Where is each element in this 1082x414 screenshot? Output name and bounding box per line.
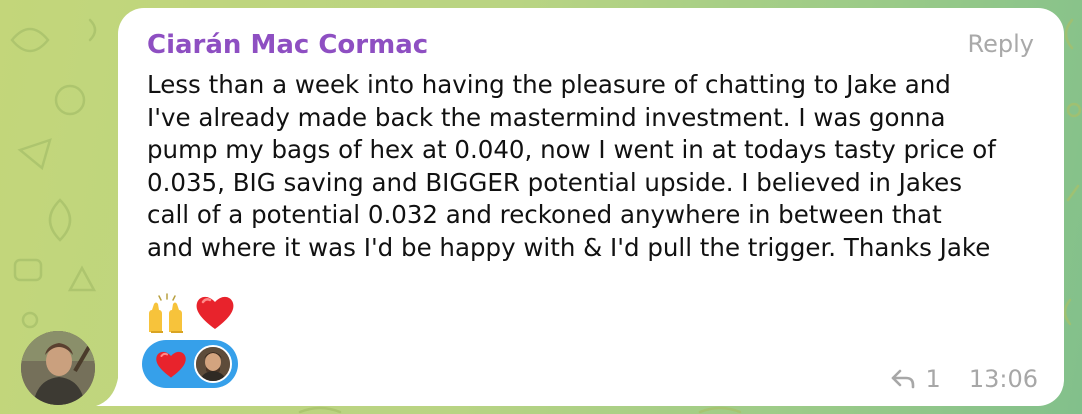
reactor-photo-icon <box>196 347 230 381</box>
message-line: pump my bags of hex at 0.040, now I went… <box>147 135 996 164</box>
message-emojis <box>145 292 236 334</box>
message-line: Less than a week into having the pleasur… <box>147 70 951 99</box>
sender-name[interactable]: Ciarán Mac Cormac <box>147 30 429 60</box>
message-line: call of a potential 0.032 and reckoned a… <box>147 200 942 229</box>
reply-count: 1 <box>925 365 941 393</box>
reply-arrow-icon <box>891 369 914 389</box>
message-line: and where it was I'd be happy with & I'd… <box>147 232 991 262</box>
message-text: Less than a week into having the pleasur… <box>147 69 1039 264</box>
message-bubble[interactable]: Ciarán Mac Cormac Reply Less than a week… <box>118 8 1064 406</box>
reactor-avatar <box>194 345 232 383</box>
raising-hands-emoji-icon <box>149 293 183 333</box>
message-meta: 1 13:06 <box>890 364 1038 394</box>
reply-button[interactable]: Reply <box>967 30 1034 58</box>
reaction-heart-button[interactable] <box>142 340 238 388</box>
sender-avatar[interactable] <box>21 331 95 405</box>
red-heart-emoji-icon <box>196 296 234 329</box>
message-line: I've already made back the mastermind in… <box>147 102 946 132</box>
message-time: 13:06 <box>968 365 1038 393</box>
avatar-photo-icon <box>21 331 95 405</box>
replies-link[interactable]: 1 <box>890 365 941 393</box>
message-line: 0.035, BIG saving and BIGGER potential u… <box>147 167 963 197</box>
red-heart-emoji-icon <box>156 351 186 378</box>
